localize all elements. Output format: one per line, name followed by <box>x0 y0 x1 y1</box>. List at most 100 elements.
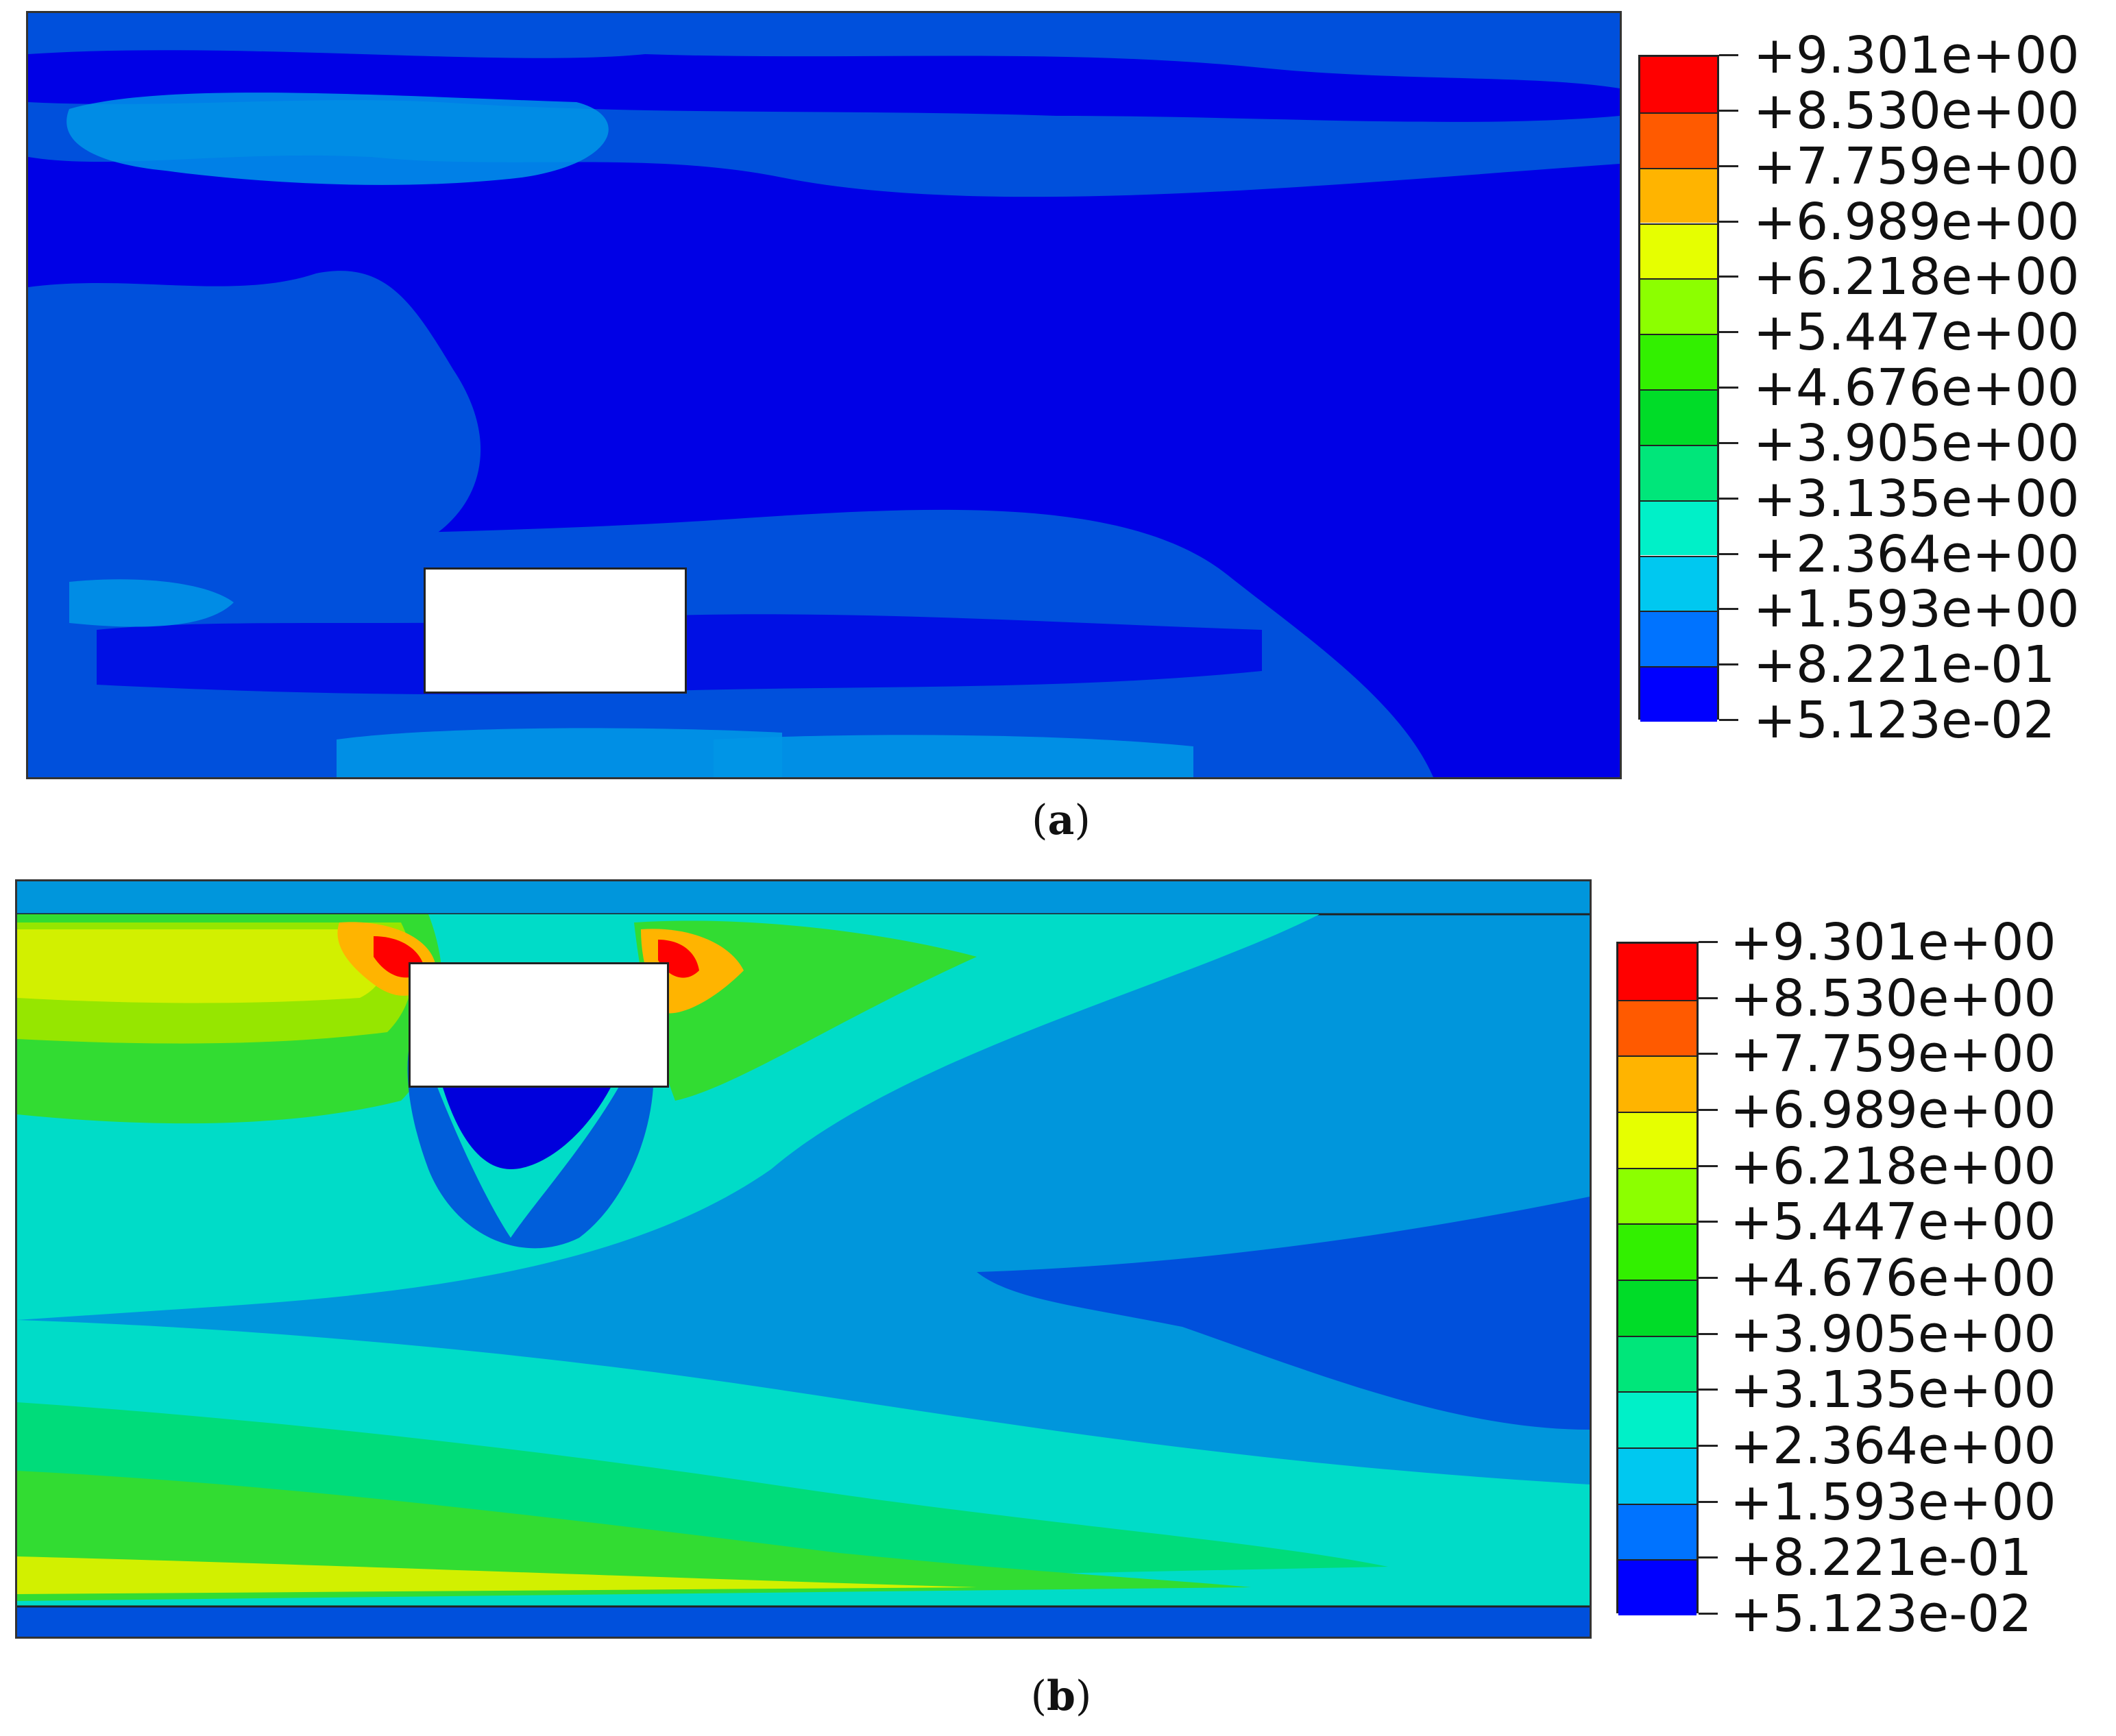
legend-swatch <box>1640 167 1717 223</box>
legend-swatch <box>1640 57 1717 112</box>
legend-label: +8.221e-01 <box>1730 1528 2032 1588</box>
contour-field-b <box>17 881 1590 1637</box>
legend-tick <box>1719 164 1738 167</box>
legend-label: +6.989e+00 <box>1753 192 2080 252</box>
legend-tick <box>1699 997 1718 999</box>
legend-swatch <box>1618 1055 1697 1112</box>
legend-tick <box>1719 663 1738 666</box>
legend-label: +5.447e+00 <box>1730 1193 2056 1252</box>
legend-tick <box>1719 552 1738 555</box>
legend-label: +4.676e+00 <box>1753 358 2080 417</box>
legend-tick <box>1699 1109 1718 1111</box>
caption-a: (a) <box>993 796 1130 844</box>
legend-tick <box>1699 1389 1718 1391</box>
legend-label: +5.447e+00 <box>1753 303 2080 363</box>
contour-region <box>28 50 1620 122</box>
contour-region <box>69 579 234 627</box>
legend-swatch <box>1640 500 1717 556</box>
contour-region <box>17 881 1590 914</box>
legend-swatch <box>1640 334 1717 389</box>
legend-label: +9.301e+00 <box>1730 913 2056 972</box>
legend-label: +1.593e+00 <box>1730 1472 2056 1532</box>
legend-swatch <box>1640 611 1717 667</box>
color-legend-b: +9.301e+00 +8.530e+00 +7.759e+00 +6.989e+00… <box>1616 917 2096 1639</box>
legend-tick <box>1699 941 1718 943</box>
legend-swatch <box>1640 389 1717 445</box>
legend-label: +7.759e+00 <box>1730 1025 2056 1084</box>
legend-swatch <box>1618 1112 1697 1168</box>
legend-swatch <box>1640 278 1717 334</box>
legend-tick <box>1719 387 1738 389</box>
legend-tick <box>1719 441 1738 444</box>
contour-region <box>17 1556 977 1594</box>
contour-plot-a <box>26 11 1622 779</box>
legend-label: +2.364e+00 <box>1730 1417 2056 1476</box>
legend-tick <box>1719 109 1738 112</box>
legend-color-bar <box>1616 942 1699 1615</box>
contour-region <box>977 1197 1590 1430</box>
caption-close: ) <box>1074 796 1091 844</box>
legend-swatch <box>1618 1391 1697 1447</box>
contour-region <box>337 728 782 777</box>
legend-tick <box>1699 1445 1718 1447</box>
legend-label: +5.123e-02 <box>1730 1585 2032 1643</box>
legend-tick <box>1719 497 1738 500</box>
contour-plot-b <box>15 879 1592 1639</box>
legend-swatch <box>1618 1447 1697 1504</box>
legend-swatch <box>1640 112 1717 168</box>
legend-label: +9.301e+00 <box>1753 26 2080 85</box>
legend-tick <box>1699 1556 1718 1559</box>
legend-label: +6.218e+00 <box>1753 247 2080 307</box>
legend-label: +3.905e+00 <box>1730 1304 2056 1364</box>
legend-swatch <box>1618 1167 1697 1224</box>
legend-tick <box>1719 54 1738 56</box>
contour-region <box>17 929 386 1003</box>
legend-tick <box>1699 1332 1718 1335</box>
contour-region <box>407 1025 654 1249</box>
caption-letter: b <box>1047 1672 1075 1720</box>
legend-swatch <box>1618 1559 1697 1615</box>
legend-label: +4.676e+00 <box>1730 1249 2056 1308</box>
legend-tick <box>1699 1613 1718 1615</box>
legend-swatch <box>1640 555 1717 611</box>
contour-region <box>17 1606 1590 1637</box>
legend-tick <box>1699 1500 1718 1503</box>
legend-tick <box>1719 331 1738 334</box>
legend-tick <box>1699 1053 1718 1055</box>
legend-swatch <box>1618 1335 1697 1392</box>
legend-swatch <box>1640 444 1717 500</box>
contour-region <box>714 735 1193 777</box>
legend-color-bar <box>1638 55 1719 722</box>
legend-swatch <box>1640 223 1717 279</box>
legend-label: +6.218e+00 <box>1730 1136 2056 1196</box>
legend-label: +8.530e+00 <box>1730 968 2056 1028</box>
cutout-hole-b <box>409 962 669 1088</box>
legend-label: +3.135e+00 <box>1730 1360 2056 1420</box>
legend-swatch <box>1618 1503 1697 1560</box>
legend-tick <box>1719 220 1738 223</box>
cutout-hole-a <box>424 567 687 694</box>
legend-label: +3.135e+00 <box>1753 469 2080 528</box>
legend-label: +8.221e-01 <box>1753 635 2056 695</box>
legend-label: +3.905e+00 <box>1753 413 2080 473</box>
legend-tick <box>1719 719 1738 721</box>
legend-swatch <box>1618 1223 1697 1280</box>
contour-field-a <box>28 13 1620 777</box>
legend-label: +1.593e+00 <box>1753 580 2080 639</box>
legend-tick <box>1699 1164 1718 1167</box>
legend-swatch <box>1618 999 1697 1056</box>
legend-label: +6.989e+00 <box>1730 1081 2056 1140</box>
legend-swatch <box>1640 666 1717 722</box>
legend-label: +8.530e+00 <box>1753 81 2080 140</box>
legend-label: +7.759e+00 <box>1753 136 2080 196</box>
color-legend-a: +9.301e+00 +8.530e+00 +7.759e+00 +6.989e+00… <box>1638 30 2091 746</box>
contour-region <box>66 93 609 185</box>
legend-swatch <box>1618 944 1697 1000</box>
caption-letter: a <box>1047 796 1075 844</box>
legend-tick <box>1719 276 1738 278</box>
legend-swatch <box>1618 1280 1697 1336</box>
legend-label: +2.364e+00 <box>1753 524 2080 584</box>
legend-tick <box>1699 1221 1718 1223</box>
legend-tick <box>1719 608 1738 611</box>
caption-open: ( <box>1032 796 1048 844</box>
